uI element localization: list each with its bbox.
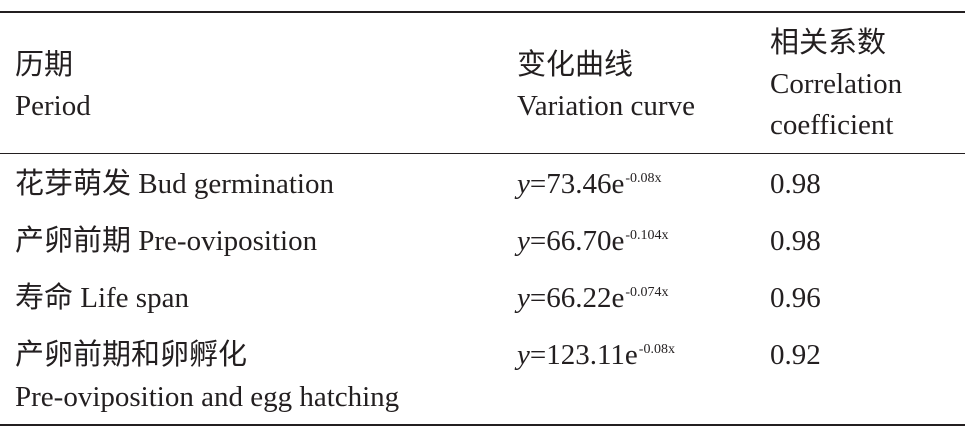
row-2-eq: =66.70e — [529, 225, 625, 257]
row-1-eq: =73.46e — [529, 168, 625, 200]
row-3-exp: -0.074x — [625, 285, 669, 300]
header-period-zh: 历期 — [15, 49, 74, 81]
header-curve-zh: 变化曲线 — [517, 49, 634, 81]
header-coef-zh: 相关系数 — [770, 27, 887, 59]
header-curve-en: Variation curve — [517, 90, 695, 122]
row-1-y: y — [517, 168, 530, 200]
row-3-eq: =66.22e — [529, 282, 625, 314]
row-1-coef: 0.98 — [770, 168, 821, 200]
header-rule — [0, 153, 965, 154]
row-2-coef: 0.98 — [770, 225, 821, 257]
header-coef-en-2: coefficient — [770, 109, 894, 141]
row-3-y: y — [517, 282, 530, 314]
row-3-period: 寿命 Life span — [15, 282, 189, 314]
top-rule — [0, 11, 965, 13]
header-period-en: Period — [15, 90, 91, 122]
row-4-period-line2: Pre-oviposition and egg hatching — [15, 381, 400, 413]
bottom-rule — [0, 424, 965, 426]
row-1-exp: -0.08x — [625, 171, 662, 186]
row-2-period: 产卵前期 Pre-oviposition — [15, 225, 318, 257]
row-2-curve: y=66.70e-0.104x — [517, 220, 669, 263]
row-4-eq: =123.11e — [529, 339, 638, 371]
row-1-curve: y=73.46e-0.08x — [517, 163, 662, 206]
row-1-period: 花芽萌发 Bud germination — [15, 168, 334, 200]
row-2-y: y — [517, 225, 530, 257]
row-2-exp: -0.104x — [625, 228, 669, 243]
row-4-exp: -0.08x — [638, 342, 675, 357]
row-4-y: y — [517, 339, 530, 371]
row-4-coef: 0.92 — [770, 339, 821, 371]
row-4-period: 产卵前期和卵孵化 — [15, 339, 248, 371]
header-coef-en-1: Correlation — [770, 68, 903, 100]
row-4-curve: y=123.11e-0.08x — [517, 334, 675, 377]
row-3-curve: y=66.22e-0.074x — [517, 277, 669, 320]
row-3-coef: 0.96 — [770, 282, 821, 314]
